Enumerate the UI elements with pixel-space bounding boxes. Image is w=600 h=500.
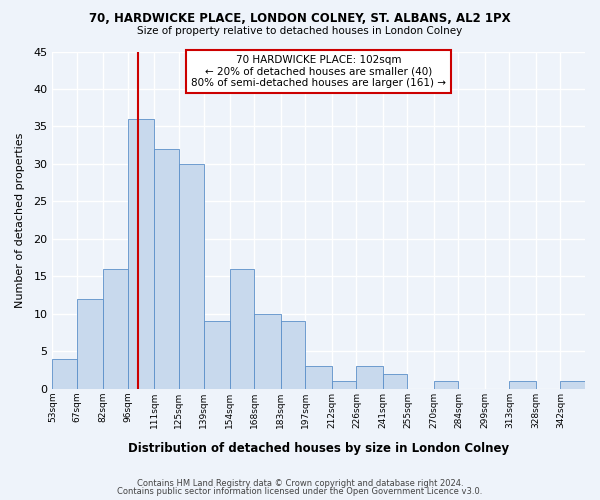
Text: Contains HM Land Registry data © Crown copyright and database right 2024.: Contains HM Land Registry data © Crown c… <box>137 478 463 488</box>
Y-axis label: Number of detached properties: Number of detached properties <box>15 132 25 308</box>
Bar <box>154 149 179 389</box>
Bar <box>254 314 281 389</box>
Bar <box>305 366 332 389</box>
X-axis label: Distribution of detached houses by size in London Colney: Distribution of detached houses by size … <box>128 442 509 455</box>
Bar <box>52 359 77 389</box>
Bar <box>179 164 203 389</box>
Bar <box>332 382 356 389</box>
Bar <box>383 374 407 389</box>
Bar <box>356 366 383 389</box>
Text: 70, HARDWICKE PLACE, LONDON COLNEY, ST. ALBANS, AL2 1PX: 70, HARDWICKE PLACE, LONDON COLNEY, ST. … <box>89 12 511 26</box>
Bar <box>128 119 154 389</box>
Text: 70 HARDWICKE PLACE: 102sqm
← 20% of detached houses are smaller (40)
80% of semi: 70 HARDWICKE PLACE: 102sqm ← 20% of deta… <box>191 55 446 88</box>
Bar <box>103 269 128 389</box>
Text: Size of property relative to detached houses in London Colney: Size of property relative to detached ho… <box>137 26 463 36</box>
Bar <box>281 322 305 389</box>
Bar <box>509 382 536 389</box>
Bar <box>77 299 103 389</box>
Bar <box>434 382 458 389</box>
Bar <box>203 322 230 389</box>
Bar <box>230 269 254 389</box>
Bar <box>560 382 585 389</box>
Text: Contains public sector information licensed under the Open Government Licence v3: Contains public sector information licen… <box>118 487 482 496</box>
